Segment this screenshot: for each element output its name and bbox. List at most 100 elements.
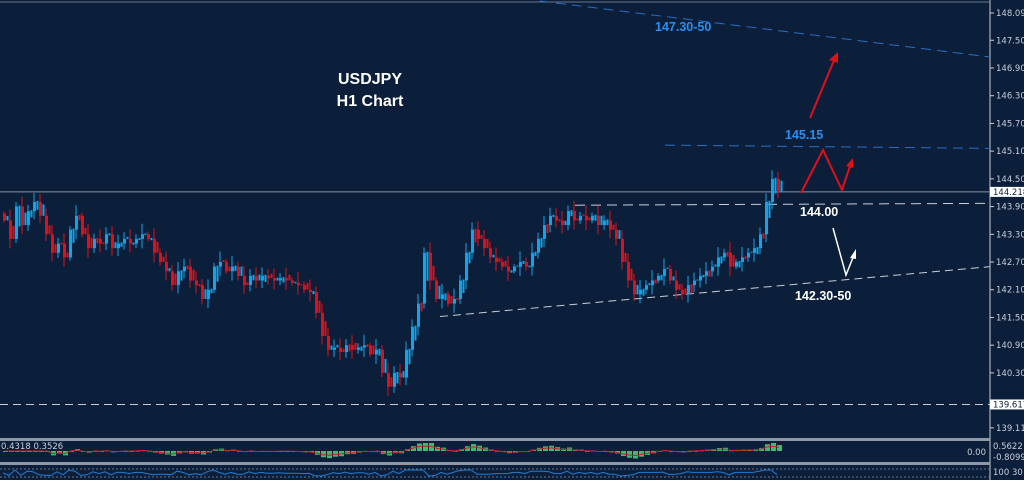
- macd-bar: [633, 451, 638, 459]
- candle-bullish: [75, 215, 78, 230]
- candle-minor: [726, 251, 729, 257]
- candle-bullish: [417, 303, 420, 327]
- candle-bearish: [237, 266, 240, 276]
- candle-minor: [780, 180, 783, 192]
- candle-bullish: [543, 225, 546, 239]
- candle-bearish: [627, 262, 630, 281]
- candle-bullish: [765, 201, 768, 235]
- candle-bearish: [243, 275, 246, 286]
- candle-minor: [636, 284, 639, 295]
- candle-minor: [618, 230, 621, 239]
- candle-bearish: [555, 215, 558, 221]
- candle-minor: [270, 273, 273, 279]
- candle-bearish: [681, 289, 684, 295]
- candle-minor: [234, 265, 237, 271]
- candle-minor: [624, 253, 627, 263]
- macd-bar: [771, 443, 776, 451]
- candle-minor: [72, 228, 75, 243]
- candle-bearish: [483, 238, 486, 249]
- candle-bullish: [69, 229, 72, 258]
- candle-minor: [114, 242, 117, 249]
- candle-minor: [528, 265, 531, 268]
- candle-bullish: [213, 266, 216, 290]
- candle-minor: [642, 288, 645, 296]
- candle-minor: [666, 267, 669, 269]
- candle-bullish: [405, 349, 408, 378]
- candle-bullish: [603, 220, 606, 226]
- ascending-trendline: [439, 266, 991, 318]
- candle-minor: [150, 237, 153, 241]
- candle-bullish: [741, 257, 744, 263]
- candle-bullish: [105, 234, 108, 244]
- candle-bullish: [759, 234, 762, 249]
- label-target-high: 147.30-50: [655, 20, 711, 34]
- macd-bar: [417, 443, 422, 451]
- candle-bearish: [573, 211, 576, 221]
- candle-minor: [222, 260, 225, 263]
- candle-bearish: [225, 262, 228, 272]
- label-resistance: 145.15: [785, 128, 823, 142]
- current-price-label: 144.218: [993, 188, 1024, 198]
- candle-minor: [174, 273, 177, 286]
- candle-minor: [594, 214, 597, 221]
- candle-minor: [696, 279, 699, 281]
- candle-bearish: [39, 201, 42, 216]
- candle-bullish: [711, 266, 714, 272]
- candle-minor: [180, 270, 183, 281]
- candle-minor: [654, 279, 657, 284]
- candle-minor: [186, 265, 189, 270]
- macd-tick: 0.5622: [993, 442, 1023, 452]
- candle-bearish: [63, 243, 66, 258]
- candle-minor: [24, 212, 27, 226]
- candle-bearish: [303, 285, 306, 290]
- label-trend-support: 142.30-50: [795, 289, 851, 303]
- candle-bearish: [189, 266, 192, 281]
- scenario-arrows: [800, 52, 856, 278]
- candle-bullish: [279, 278, 282, 281]
- candle-minor: [378, 348, 381, 356]
- candle-minor: [156, 241, 159, 253]
- price-tick-label: 142.700: [996, 258, 1024, 268]
- candle-minor: [300, 284, 303, 286]
- price-tick-label: 146.900: [996, 64, 1024, 74]
- candle-bearish: [633, 280, 636, 295]
- candle-minor: [258, 274, 261, 281]
- candle-bearish: [51, 234, 54, 253]
- candle-bearish: [309, 289, 312, 293]
- candle-minor: [750, 251, 753, 253]
- price-tick-label: 143.300: [996, 230, 1024, 240]
- chart-title: USDJPY: [338, 71, 402, 88]
- candle-minor: [420, 302, 423, 312]
- candle-minor: [216, 265, 219, 282]
- macd-bar: [423, 443, 428, 451]
- candle-bearish: [339, 347, 342, 353]
- candle-minor: [438, 285, 441, 299]
- candle-bullish: [57, 243, 60, 253]
- candle-minor: [558, 219, 561, 222]
- candle-minor: [678, 284, 681, 290]
- macd-tick: -0.8099: [993, 453, 1024, 463]
- candle-minor: [690, 284, 693, 294]
- candle-minor: [762, 233, 765, 239]
- candle-minor: [348, 344, 351, 352]
- candle-bearish: [621, 238, 624, 263]
- candle-minor: [126, 236, 129, 239]
- red-zigzag-arrow: [800, 147, 852, 194]
- candle-minor: [564, 220, 567, 226]
- candle-minor: [246, 282, 249, 286]
- candle-bearish: [495, 257, 498, 263]
- candle-bearish: [615, 229, 618, 239]
- macd-bar: [621, 451, 626, 457]
- candle-minor: [138, 237, 141, 241]
- candle-minor: [756, 247, 759, 255]
- candle-bearish: [489, 248, 492, 258]
- candle-minor: [738, 261, 741, 268]
- candle-minor: [36, 200, 39, 210]
- oscillator-tick: 100: [993, 468, 1009, 478]
- macd-panel-separator: [0, 438, 990, 441]
- candle-minor: [66, 252, 69, 258]
- candle-bullish: [519, 262, 522, 267]
- macd-bar: [465, 446, 470, 451]
- support-144-line: [574, 202, 991, 206]
